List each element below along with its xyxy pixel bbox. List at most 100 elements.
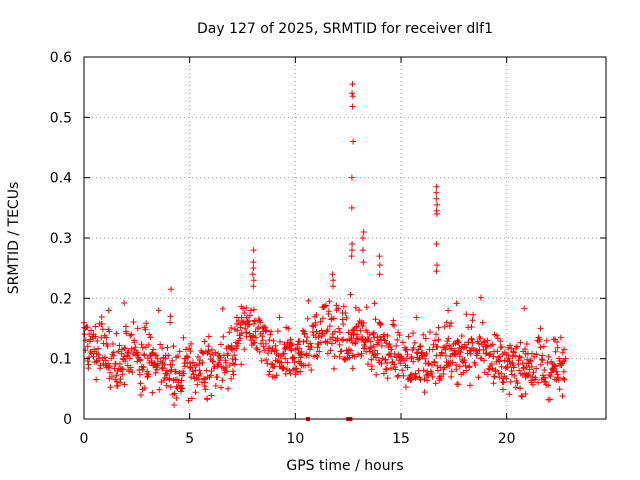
data-point [130,350,137,357]
data-point [408,353,415,360]
data-point [243,304,250,311]
data-point [153,366,160,373]
data-point [394,336,401,343]
data-point [382,356,389,363]
data-point [116,360,123,367]
data-point [240,305,247,312]
data-point [508,371,515,378]
data-point [336,329,343,336]
data-point [279,365,286,372]
data-point [561,376,568,383]
data-point [384,332,391,339]
data-point [424,377,431,384]
data-point [446,363,453,370]
data-point [169,362,176,369]
data-point [489,365,496,372]
data-point [376,271,383,278]
data-point [189,368,196,375]
data-point [300,338,307,345]
data-point [165,352,172,359]
data-point [110,349,117,356]
data-point [217,341,224,348]
data-point [85,365,92,372]
data-point [159,345,166,352]
data-point [420,331,427,338]
data-point [351,353,358,360]
data-point [493,332,500,339]
data-point [132,344,139,351]
data-point [461,357,468,364]
data-point [249,271,256,278]
data-point [360,320,367,327]
data-point [540,343,547,350]
x-tick-label: 5 [185,431,194,447]
data-point [347,347,354,354]
data-point [349,93,356,100]
data-point [371,334,378,341]
data-point [455,381,462,388]
data-point [372,351,379,358]
data-point [113,378,120,385]
data-point [92,333,99,340]
data-point [304,315,311,322]
y-tick-label: 0.6 [50,50,72,66]
data-point [546,396,553,403]
data-point [463,367,470,374]
data-point [340,303,347,310]
data-point [524,356,531,363]
data-point [518,392,525,399]
data-point [134,349,141,356]
data-point [308,366,315,373]
data-point [164,344,171,351]
data-point [396,332,403,339]
data-point [153,352,160,359]
data-point [90,353,97,360]
data-point [475,340,482,347]
data-point [186,344,193,351]
data-point [266,345,273,352]
data-point [479,319,486,326]
data-point [510,364,517,371]
data-point [245,317,252,324]
axis-ticks: 0 5 10 15 20 0 0.1 0.2 0.3 0.4 0.5 0.6 [50,50,606,447]
data-point [106,363,113,370]
data-point [91,346,98,353]
data-point [228,342,235,349]
data-point [180,334,187,341]
data-point [348,253,355,260]
data-point [294,341,301,348]
data-point [246,330,253,337]
data-point [200,375,207,382]
data-point [434,343,441,350]
data-point [425,360,432,367]
data-point [324,327,331,334]
data-point [127,364,134,371]
data-point [250,283,257,290]
data-point [519,393,526,400]
data-point [356,307,363,314]
data-point [173,395,180,402]
data-point [253,334,260,341]
data-point [537,344,544,351]
data-point [449,359,456,366]
data-point [431,358,438,365]
data-point [498,363,505,370]
data-point [114,382,121,389]
data-point [226,329,233,336]
data-point [387,344,394,351]
data-point [419,349,426,356]
data-point [500,379,507,386]
data-point [425,372,432,379]
data-point [521,305,528,312]
data-point [287,370,294,377]
data-point [488,360,495,367]
data-point [435,336,442,343]
data-point [234,327,241,334]
data-point [255,324,262,331]
data-point [262,340,269,347]
data-point [457,349,464,356]
data-point [331,328,338,335]
data-point [413,373,420,380]
y-tick-label: 0.5 [50,110,72,126]
data-point [253,345,260,352]
